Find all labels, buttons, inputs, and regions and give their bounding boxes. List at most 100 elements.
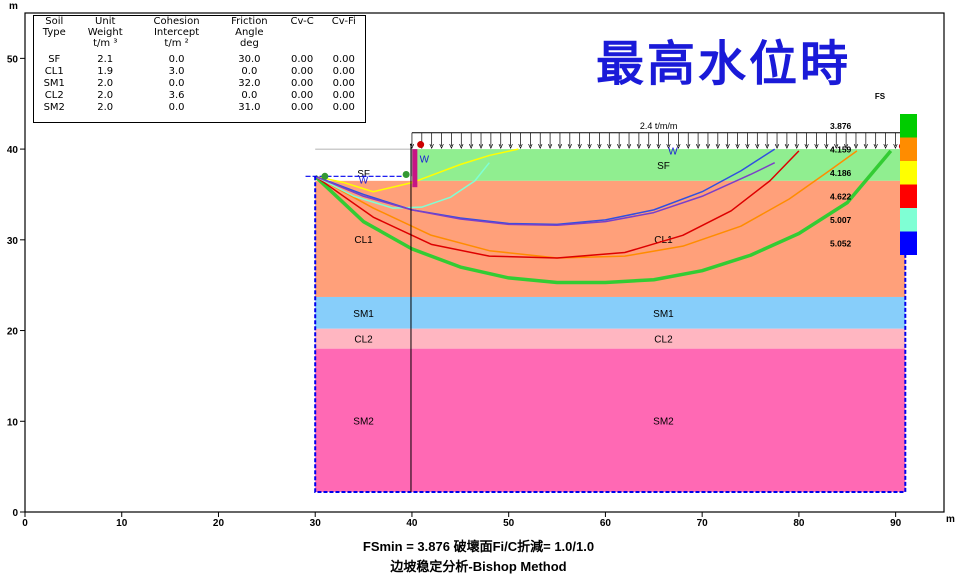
load-arrow-head	[439, 143, 444, 149]
load-arrow-head	[518, 143, 523, 149]
x-tick-label: 30	[310, 518, 322, 529]
table-cell: 31.0	[238, 102, 261, 113]
load-arrow-head	[449, 143, 454, 149]
water-label: W	[420, 155, 430, 166]
table-header-cell: Cv-Fi	[323, 16, 365, 54]
load-arrow-head	[725, 143, 730, 149]
x-tick-label: 20	[213, 518, 225, 529]
legend-swatch	[900, 114, 917, 138]
header-text: t/m ²	[164, 38, 189, 49]
load-arrow-head	[538, 143, 543, 149]
load-arrow-head	[607, 143, 612, 149]
layer-label: SM1	[653, 309, 674, 320]
table-cell: 0.0	[168, 102, 185, 113]
load-arrow-head	[469, 143, 474, 149]
load-arrow-head	[646, 143, 651, 149]
y-tick-label: 50	[7, 54, 19, 65]
load-arrow-head	[814, 143, 819, 149]
layer-label: SM2	[353, 416, 374, 427]
slip-surface-3	[314, 150, 800, 259]
load-arrow-head	[784, 143, 790, 149]
load-arrow-head	[804, 143, 809, 149]
table-cell: CL2	[44, 90, 64, 101]
load-arrow-head	[656, 143, 661, 149]
y-axis-unit: m	[9, 1, 18, 12]
layer-label: CL2	[654, 335, 673, 346]
load-arrow-head	[873, 143, 878, 149]
table-cell: 0.00	[332, 66, 355, 77]
header-text: Friction	[231, 16, 268, 27]
table-cell: 0.0	[168, 54, 185, 65]
x-tick-label: 50	[503, 518, 515, 529]
table-cell: 3.0	[168, 66, 185, 77]
table-cell: 0.00	[290, 54, 314, 65]
table-cell: 0.00	[290, 90, 314, 101]
table-cell: 0.00	[290, 66, 314, 77]
legend-fs-value: 5.007	[830, 215, 852, 225]
load-arrow-head	[755, 143, 760, 149]
table-cell: SM2	[43, 102, 65, 113]
layer-label: CL1	[354, 235, 373, 246]
load-arrow-head	[597, 143, 602, 149]
load-arrow-head	[735, 143, 740, 149]
load-arrow-head	[567, 143, 572, 149]
load-arrow-head	[636, 143, 642, 149]
table-body: SF 2.1 0.0 30.0 0.00 0.00 CL1 1.9 3.0 0.0 0.00 0.00…	[34, 54, 365, 114]
load-arrow-head	[577, 143, 582, 149]
table-cell: 0.00	[332, 54, 355, 65]
slip-endpoint-marker	[321, 172, 329, 180]
legend-fs-value: 4.622	[830, 192, 852, 202]
header-text: Intercept	[153, 27, 200, 38]
slip-endpoint-marker	[417, 141, 425, 149]
legend-fs-value: 4.159	[830, 145, 852, 155]
slip-surface-4	[314, 162, 490, 209]
y-tick-label: 40	[7, 145, 19, 156]
axes: 0 10 20 30 40 50 60 70 80 90 0 10 20 30 40 50 m m	[7, 1, 955, 529]
water-label: W	[359, 176, 369, 187]
x-tick-label: 40	[406, 518, 418, 529]
x-tick-label: 70	[697, 518, 709, 529]
y-tick-label: 20	[7, 327, 19, 338]
legend-fs-value: 4.186	[830, 168, 852, 178]
water-label: W	[668, 147, 678, 158]
x-tick-label: 60	[600, 518, 612, 529]
load-arrow-head	[843, 143, 849, 149]
slip-endpoint-marker	[402, 170, 410, 178]
table-cell: SM1	[43, 78, 65, 89]
table-cell: 32.0	[238, 78, 261, 89]
table-row: CL1 1.9 3.0 0.0 0.00 0.00	[34, 66, 365, 78]
plot-frame	[24, 12, 945, 513]
load-arrow-head	[715, 143, 720, 149]
slip-surface-1	[314, 150, 858, 259]
load-arrow-head	[774, 143, 780, 149]
load-arrow-head	[498, 143, 503, 149]
load-arrow-head	[429, 143, 434, 149]
table-header-cell: Unit Weight t/m ³	[75, 16, 136, 54]
table-cell: 0.00	[332, 90, 355, 101]
table-cell: 0.00	[290, 102, 314, 113]
table-cell: 0.00	[332, 102, 355, 113]
table-cell: 2.1	[97, 54, 114, 65]
table-cell: 1.9	[97, 66, 114, 77]
slip-surface-6	[314, 162, 776, 227]
legend-fs-value: 5.052	[830, 239, 852, 249]
profile-outline	[314, 149, 907, 494]
load-arrow-head	[587, 143, 592, 149]
x-tick-label: 10	[116, 518, 128, 529]
table-cell: SF	[48, 54, 61, 65]
load-arrow-head	[459, 143, 464, 149]
load-arrow-head	[488, 143, 494, 149]
surcharge-load: 2.4 t/m/m	[409, 121, 908, 149]
y-tick-label: 10	[7, 417, 19, 428]
load-arrow-head	[765, 143, 770, 149]
header-text: Angle	[235, 27, 264, 38]
load-arrow-head	[824, 143, 829, 149]
header-text: Cv-Fi	[331, 16, 356, 27]
legend-swatch	[900, 231, 917, 255]
slip-surfaces	[314, 148, 893, 285]
load-label: 2.4 t/m/m	[640, 121, 678, 131]
load-arrow-head	[893, 143, 898, 149]
table-row: SM2 2.0 0.0 31.0 0.00 0.00	[34, 102, 365, 114]
